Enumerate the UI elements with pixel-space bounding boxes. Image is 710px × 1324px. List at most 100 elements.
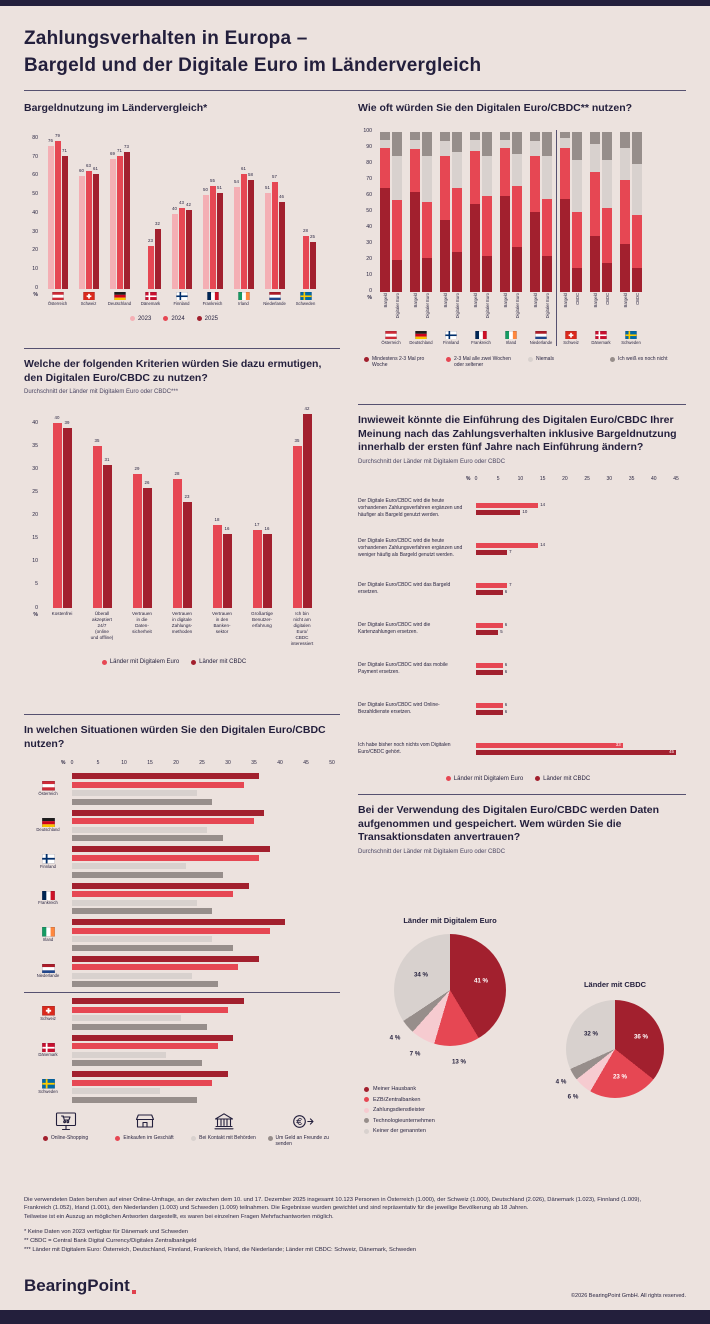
segment: [422, 155, 432, 203]
y-tick: 50: [32, 191, 38, 198]
legend-item: Länder mit CBDC: [191, 659, 246, 665]
bar: [72, 818, 254, 825]
flag-cell: [526, 328, 556, 340]
bar: 58: [247, 172, 254, 289]
bar-value: 6: [504, 589, 508, 595]
bar-value: 57: [272, 173, 277, 179]
bar: [72, 981, 218, 988]
bar: [72, 927, 270, 934]
flag-se-icon: [299, 291, 312, 301]
bar-group: 35 42: [282, 406, 322, 609]
legend-item: 2025: [196, 316, 218, 322]
x-tick: 45: [303, 760, 309, 767]
bar-value: 23: [148, 237, 153, 243]
pie-label: 36 %: [633, 1033, 649, 1041]
bar: [72, 1060, 202, 1067]
x-tick: 5: [496, 475, 500, 482]
bar: 45: [476, 750, 676, 756]
legend-item: Bei Kontakt mit Behörden: [186, 1111, 261, 1148]
bar: [476, 629, 499, 636]
flag-de-icon: [415, 330, 427, 340]
country-label: Schweiz: [80, 301, 97, 307]
bar: [72, 809, 265, 816]
segment: [380, 131, 390, 140]
bar-group: [406, 131, 436, 292]
category-label: Der Digitale Euro/CBDC wird Online-Bezah…: [358, 701, 440, 715]
category-row: Ich habe bisher noch nichts vom Digitale…: [358, 730, 686, 768]
segment: [572, 131, 582, 161]
methodology-text-2: Teilweise ist ein Auszug an möglichen An…: [24, 1213, 334, 1220]
pie-label: 41 %: [473, 977, 489, 985]
x-axis-unit: %: [61, 760, 66, 767]
bar: [72, 936, 213, 943]
segment: [572, 160, 582, 212]
category-label: Ich bin nicht am digitalen Euro/CBDC interes…: [290, 611, 314, 647]
country-label: Irland: [505, 340, 517, 346]
bar: [476, 662, 503, 669]
bar-value: 14: [540, 502, 546, 508]
flag-fi-icon: [175, 291, 188, 301]
segment: [470, 139, 480, 151]
x-axis: % 0 5 10 15 20 25 30 35 40 45: [358, 475, 686, 486]
flag-de-icon: [113, 291, 126, 301]
bar-value: 51: [265, 185, 270, 191]
bar: 28: [302, 228, 309, 289]
segment: [500, 195, 510, 292]
bar: [72, 944, 234, 951]
bar: 33: [476, 743, 623, 749]
bar-axis-label: Bargeld: [592, 292, 598, 308]
bar: 50: [202, 187, 209, 289]
pie-digital-euro: 41 % 13 % 7 % 4 % 34 %: [390, 934, 506, 1066]
page-title: Zahlungsverhalten in Europa – Bargeld und…: [24, 26, 644, 79]
category-row: Der Digitale Euro/CBDC wird die Kartenza…: [358, 610, 686, 648]
bar-group: [586, 131, 616, 292]
segment: [482, 256, 492, 292]
bar-group: 23 32: [135, 139, 166, 289]
bar: [72, 773, 260, 780]
legend-item: Niemals: [528, 356, 604, 369]
copyright: ©2026 BearingPoint GmbH. All rights rese…: [570, 1293, 686, 1299]
bar: [72, 846, 270, 853]
section-title-situations: In welchen Situationen würden Sie den Di…: [24, 724, 326, 750]
bar-value: 6: [504, 669, 508, 675]
bar: [72, 798, 213, 805]
segment: [440, 141, 450, 156]
bar: 63: [85, 163, 92, 289]
bar: 51: [216, 185, 223, 289]
y-tick: 40: [32, 419, 38, 426]
country-block: Niederlande: [24, 955, 340, 988]
category-label: Großartige Benutzer-erfahrung: [251, 611, 273, 629]
bar-value: 58: [248, 171, 253, 177]
x-tick: 15: [147, 760, 153, 767]
bar: 54: [233, 179, 240, 289]
bar-value: 17: [254, 521, 260, 527]
segment: [452, 187, 462, 252]
segment: [482, 155, 492, 196]
bar-value: 6: [504, 709, 508, 715]
header-divider: [24, 90, 686, 91]
country-label: Niederlande: [263, 301, 286, 307]
segment: [500, 131, 510, 140]
segment: [440, 219, 450, 292]
country-label: Frankreich: [202, 301, 223, 307]
segment: [542, 155, 552, 199]
bar-group: 28 25: [290, 139, 321, 289]
x-tick: 45: [673, 475, 679, 482]
bar: [72, 1051, 166, 1058]
bar-axis-label: CBDC: [574, 292, 580, 305]
legend-item: Länder mit CBDC: [535, 776, 590, 782]
stacked-bar: [542, 131, 552, 292]
segment: [470, 131, 480, 140]
y-tick: 0: [369, 287, 372, 294]
bar-group: [376, 131, 406, 292]
pie-digital-euro-title: Länder mit Digitalem Euro: [403, 916, 497, 925]
flag-at-icon: [385, 330, 397, 340]
bank-icon: [213, 1113, 234, 1130]
section-subtitle-criteria: Durchschnitt der Länder mit Digitalem Eu…: [24, 389, 179, 396]
bar: 76: [47, 138, 54, 289]
bar-group: 18 16: [202, 423, 242, 609]
x-tick: 10: [517, 475, 524, 482]
bar: [476, 622, 503, 629]
category-label: Der Digitale Euro/CBDC wird die heute vo…: [358, 498, 463, 519]
